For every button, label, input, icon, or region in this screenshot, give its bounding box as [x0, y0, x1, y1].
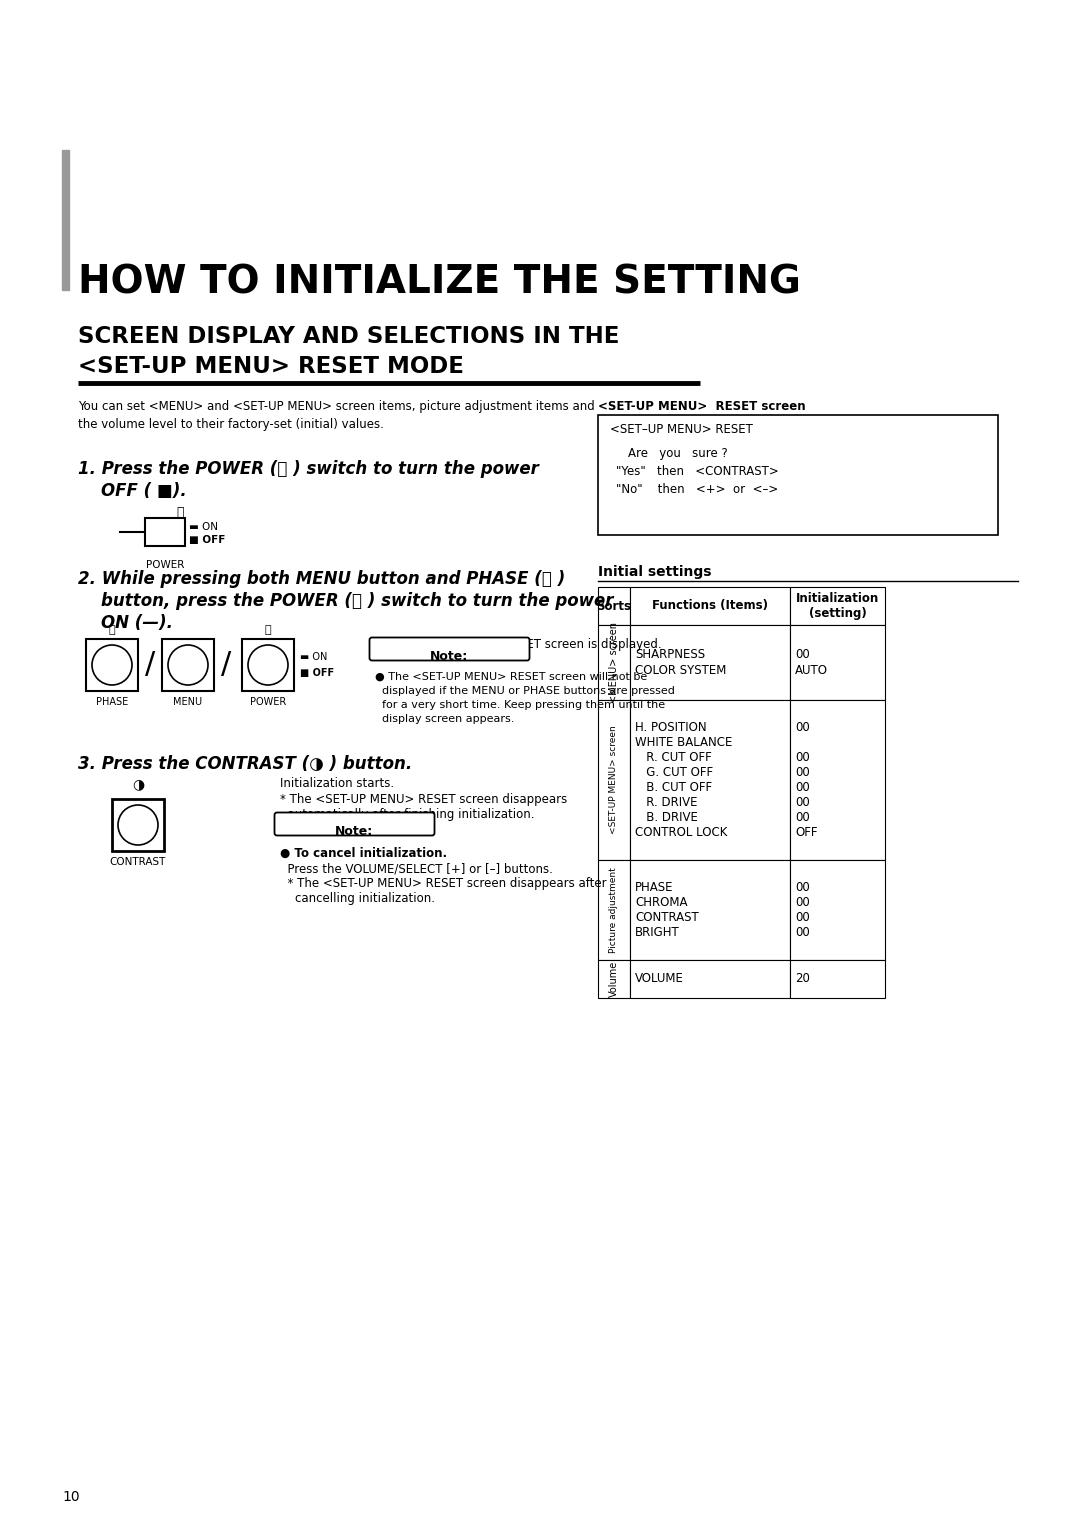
Text: 20: 20 [795, 972, 810, 986]
Bar [145, 518, 185, 545]
Text: VOLUME: VOLUME [635, 972, 684, 986]
Text: 1. Press the POWER (ⓘ ) switch to turn the power: 1. Press the POWER (ⓘ ) switch to turn t… [78, 460, 539, 478]
Text: SHARPNESS
COLOR SYSTEM: SHARPNESS COLOR SYSTEM [635, 648, 727, 677]
Text: Note:: Note: [430, 649, 468, 663]
Text: * The <SET-UP MENU> RESET screen disappears after: * The <SET-UP MENU> RESET screen disappe… [280, 877, 607, 889]
Bar [598, 700, 630, 860]
Bar [62, 150, 69, 290]
Bar [598, 625, 630, 700]
Text: Initialization
(setting): Initialization (setting) [796, 591, 879, 620]
Text: CONTRAST: CONTRAST [110, 857, 166, 866]
Text: <MENU> screen: <MENU> screen [609, 622, 619, 703]
Text: 00
AUTO: 00 AUTO [795, 648, 828, 677]
Circle shape [118, 805, 158, 845]
Text: <SET–UP MENU> RESET: <SET–UP MENU> RESET [610, 423, 753, 435]
Text: cancelling initialization.: cancelling initialization. [280, 892, 435, 905]
Text: automatically after finishing initialization.: automatically after finishing initializa… [280, 808, 535, 821]
Text: Functions (Items): Functions (Items) [652, 599, 768, 613]
Bar [789, 960, 885, 998]
Bar [112, 799, 164, 851]
Text: /: / [221, 651, 231, 680]
Bar [789, 860, 885, 960]
Text: /: / [145, 651, 156, 680]
Text: ▬ ON: ▬ ON [300, 652, 327, 662]
Text: HOW TO INITIALIZE THE SETTING: HOW TO INITIALIZE THE SETTING [78, 263, 801, 301]
Bar [162, 639, 214, 691]
Text: POWER: POWER [249, 697, 286, 707]
Bar [630, 625, 789, 700]
FancyBboxPatch shape [369, 637, 529, 660]
Bar [630, 860, 789, 960]
Text: 00

00
00
00
00
00
OFF: 00 00 00 00 00 00 OFF [795, 721, 818, 839]
Text: ON (—).: ON (—). [78, 614, 173, 633]
FancyBboxPatch shape [274, 813, 434, 836]
Text: "No"    then   <+>  or  <–>: "No" then <+> or <–> [616, 483, 779, 497]
Circle shape [92, 645, 132, 685]
Text: OFF ( ■).: OFF ( ■). [78, 481, 187, 500]
Text: display screen appears.: display screen appears. [375, 714, 514, 724]
Text: button, press the POWER (ⓘ ) switch to turn the power: button, press the POWER (ⓘ ) switch to t… [78, 591, 613, 610]
Text: Initialization starts.: Initialization starts. [280, 778, 394, 790]
Text: ■ OFF: ■ OFF [189, 535, 226, 545]
Bar [789, 700, 885, 860]
Text: ● The <SET-UP MENU> RESET screen will not be: ● The <SET-UP MENU> RESET screen will no… [375, 672, 647, 681]
Text: * The <SET-UP MENU> RESET screen disappears: * The <SET-UP MENU> RESET screen disappe… [280, 793, 567, 805]
Text: Press the VOLUME/SELECT [+] or [–] buttons.: Press the VOLUME/SELECT [+] or [–] butto… [280, 863, 553, 876]
Bar [630, 700, 789, 860]
Text: ◑: ◑ [132, 778, 144, 792]
Text: The <SET-UP MENU> RESET screen is displayed.: The <SET-UP MENU> RESET screen is displa… [375, 639, 662, 651]
Text: 3. Press the CONTRAST (◑ ) button.: 3. Press the CONTRAST (◑ ) button. [78, 755, 413, 773]
Text: SCREEN DISPLAY AND SELECTIONS IN THE: SCREEN DISPLAY AND SELECTIONS IN THE [78, 325, 619, 348]
Text: ▬ ON: ▬ ON [189, 523, 218, 532]
Text: <SET-UP MENU> screen: <SET-UP MENU> screen [609, 726, 619, 834]
Text: Initial settings: Initial settings [598, 565, 712, 579]
Text: MENU: MENU [174, 697, 203, 707]
Text: for a very short time. Keep pressing them until the: for a very short time. Keep pressing the… [375, 700, 665, 711]
Bar [789, 587, 885, 625]
Text: You can set <MENU> and <SET-UP MENU> screen items, picture adjustment items and
: You can set <MENU> and <SET-UP MENU> scr… [78, 400, 595, 431]
Bar [242, 639, 294, 691]
Text: POWER: POWER [146, 559, 185, 570]
Text: 00
00
00
00: 00 00 00 00 [795, 882, 810, 940]
Bar [598, 860, 630, 960]
Text: Volume: Volume [609, 961, 619, 998]
Text: Picture adjustment: Picture adjustment [609, 866, 619, 953]
Text: Sorts: Sorts [596, 599, 632, 613]
Circle shape [168, 645, 208, 685]
Circle shape [248, 645, 288, 685]
Text: ● To cancel initialization.: ● To cancel initialization. [280, 847, 447, 860]
Text: Are   you   sure ?: Are you sure ? [627, 448, 728, 460]
Bar [598, 587, 630, 625]
Text: ■ OFF: ■ OFF [300, 668, 334, 678]
Bar [86, 639, 138, 691]
Text: <SET-UP MENU> RESET MODE: <SET-UP MENU> RESET MODE [78, 354, 464, 377]
Text: "Yes"   then   <CONTRAST>: "Yes" then <CONTRAST> [616, 465, 779, 478]
Bar [789, 625, 885, 700]
Bar [598, 960, 630, 998]
Text: ⓘ: ⓘ [265, 625, 271, 636]
Text: Note:: Note: [335, 825, 373, 837]
Bar [598, 416, 998, 535]
Text: PHASE: PHASE [96, 697, 129, 707]
Text: <SET-UP MENU>  RESET screen: <SET-UP MENU> RESET screen [598, 400, 806, 413]
Text: ⎈: ⎈ [109, 625, 116, 636]
Text: ⓘ: ⓘ [176, 506, 184, 520]
Bar [630, 960, 789, 998]
Bar [630, 587, 789, 625]
Text: H. POSITION
WHITE BALANCE
   R. CUT OFF
   G. CUT OFF
   B. CUT OFF
   R. DRIVE
: H. POSITION WHITE BALANCE R. CUT OFF G. … [635, 721, 732, 839]
Text: 2. While pressing both MENU button and PHASE (⎈ ): 2. While pressing both MENU button and P… [78, 570, 565, 588]
Text: PHASE
CHROMA
CONTRAST
BRIGHT: PHASE CHROMA CONTRAST BRIGHT [635, 882, 699, 940]
Text: displayed if the MENU or PHASE buttons are pressed: displayed if the MENU or PHASE buttons a… [375, 686, 675, 695]
Text: 10: 10 [62, 1490, 80, 1504]
